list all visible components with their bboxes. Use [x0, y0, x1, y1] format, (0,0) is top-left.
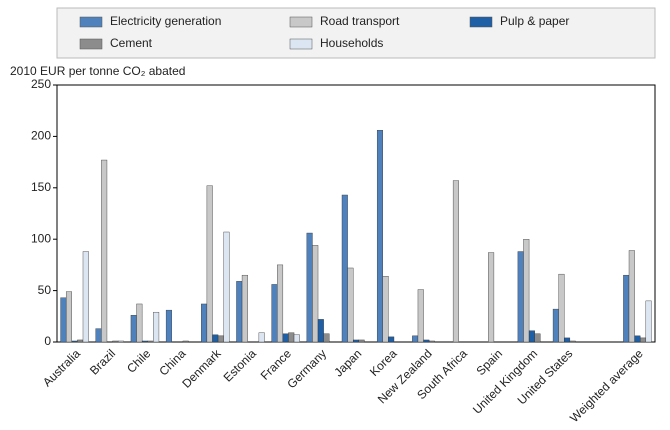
bar	[306, 232, 313, 343]
x-tick-label: Japan	[331, 346, 364, 379]
bar	[317, 319, 324, 343]
legend-label: Pulp & paper	[500, 14, 569, 28]
bar	[71, 340, 78, 343]
bar	[241, 274, 248, 343]
bar	[293, 334, 300, 343]
bar	[640, 337, 647, 343]
bar	[388, 336, 395, 343]
y-tick-label: 50	[38, 283, 52, 297]
bar	[217, 335, 224, 343]
bar	[117, 340, 124, 343]
legend-swatch	[469, 16, 493, 28]
bar	[206, 185, 213, 343]
bar	[201, 303, 208, 343]
bar	[271, 284, 278, 343]
legend-swatch	[79, 38, 103, 50]
bar	[552, 308, 559, 343]
x-tick-label: Brazil	[87, 346, 118, 377]
bar	[534, 333, 541, 343]
bar	[223, 231, 230, 343]
y-tick-label: 100	[31, 231, 51, 245]
x-tick-label: Chile	[124, 346, 153, 375]
y-tick-label: 250	[31, 77, 51, 91]
y-axis-label: 2010 EUR per tonne CO₂ abated	[10, 64, 185, 78]
x-tick-label: China	[156, 346, 188, 378]
bar	[212, 334, 219, 343]
legend-swatch	[79, 16, 103, 28]
x-tick-label: Korea	[367, 346, 400, 379]
y-tick-label: 200	[31, 129, 51, 143]
bar	[312, 245, 319, 343]
bar	[112, 340, 119, 343]
bar	[353, 339, 360, 343]
bar	[136, 303, 143, 343]
bar	[558, 273, 565, 343]
bar	[282, 333, 289, 343]
bar	[60, 297, 67, 343]
bar	[65, 291, 72, 343]
bar	[569, 340, 576, 343]
bar	[412, 335, 419, 343]
x-tick-label: Australia	[40, 346, 83, 389]
bar	[645, 300, 652, 343]
bar	[130, 315, 137, 343]
x-tick-label: Spain	[473, 346, 505, 378]
plot-frame	[56, 84, 656, 343]
bar	[428, 340, 435, 343]
y-tick-label: 150	[31, 180, 51, 194]
x-tick-label: Germany	[284, 346, 329, 391]
bar	[277, 264, 284, 343]
bar	[358, 339, 365, 343]
x-tick-label: Denmark	[179, 346, 224, 391]
bar	[147, 340, 154, 343]
bar	[417, 289, 424, 343]
x-tick-label: Weighted average	[567, 346, 646, 425]
legend-label: Electricity generation	[110, 14, 221, 28]
y-tick-label: 0	[44, 334, 51, 348]
bar	[341, 194, 348, 343]
bar	[623, 274, 630, 343]
bar	[258, 332, 265, 343]
bar	[101, 159, 108, 343]
legend-swatch	[289, 38, 313, 50]
bar	[77, 339, 84, 343]
legend-label: Households	[320, 36, 383, 50]
bar	[141, 340, 148, 343]
bar	[236, 281, 243, 343]
bar	[523, 238, 530, 343]
bar	[423, 339, 430, 343]
bar	[323, 333, 330, 343]
legend-swatch	[289, 16, 313, 28]
x-tick-label: Estonia	[221, 346, 259, 384]
bar	[182, 340, 189, 343]
bar	[153, 311, 160, 343]
bar	[82, 251, 89, 343]
bar	[376, 130, 383, 343]
bar	[628, 250, 635, 343]
bar	[452, 180, 459, 343]
bar	[517, 251, 524, 343]
bar	[347, 267, 354, 343]
bar	[634, 335, 641, 343]
bar	[564, 337, 571, 343]
legend-box	[56, 7, 656, 59]
bar	[95, 328, 102, 343]
legend-label: Road transport	[320, 14, 400, 28]
bar	[488, 252, 495, 343]
bar	[528, 330, 535, 343]
legend-label: Cement	[110, 36, 153, 50]
bar	[288, 332, 295, 343]
bar	[165, 309, 172, 343]
bar	[382, 276, 389, 343]
